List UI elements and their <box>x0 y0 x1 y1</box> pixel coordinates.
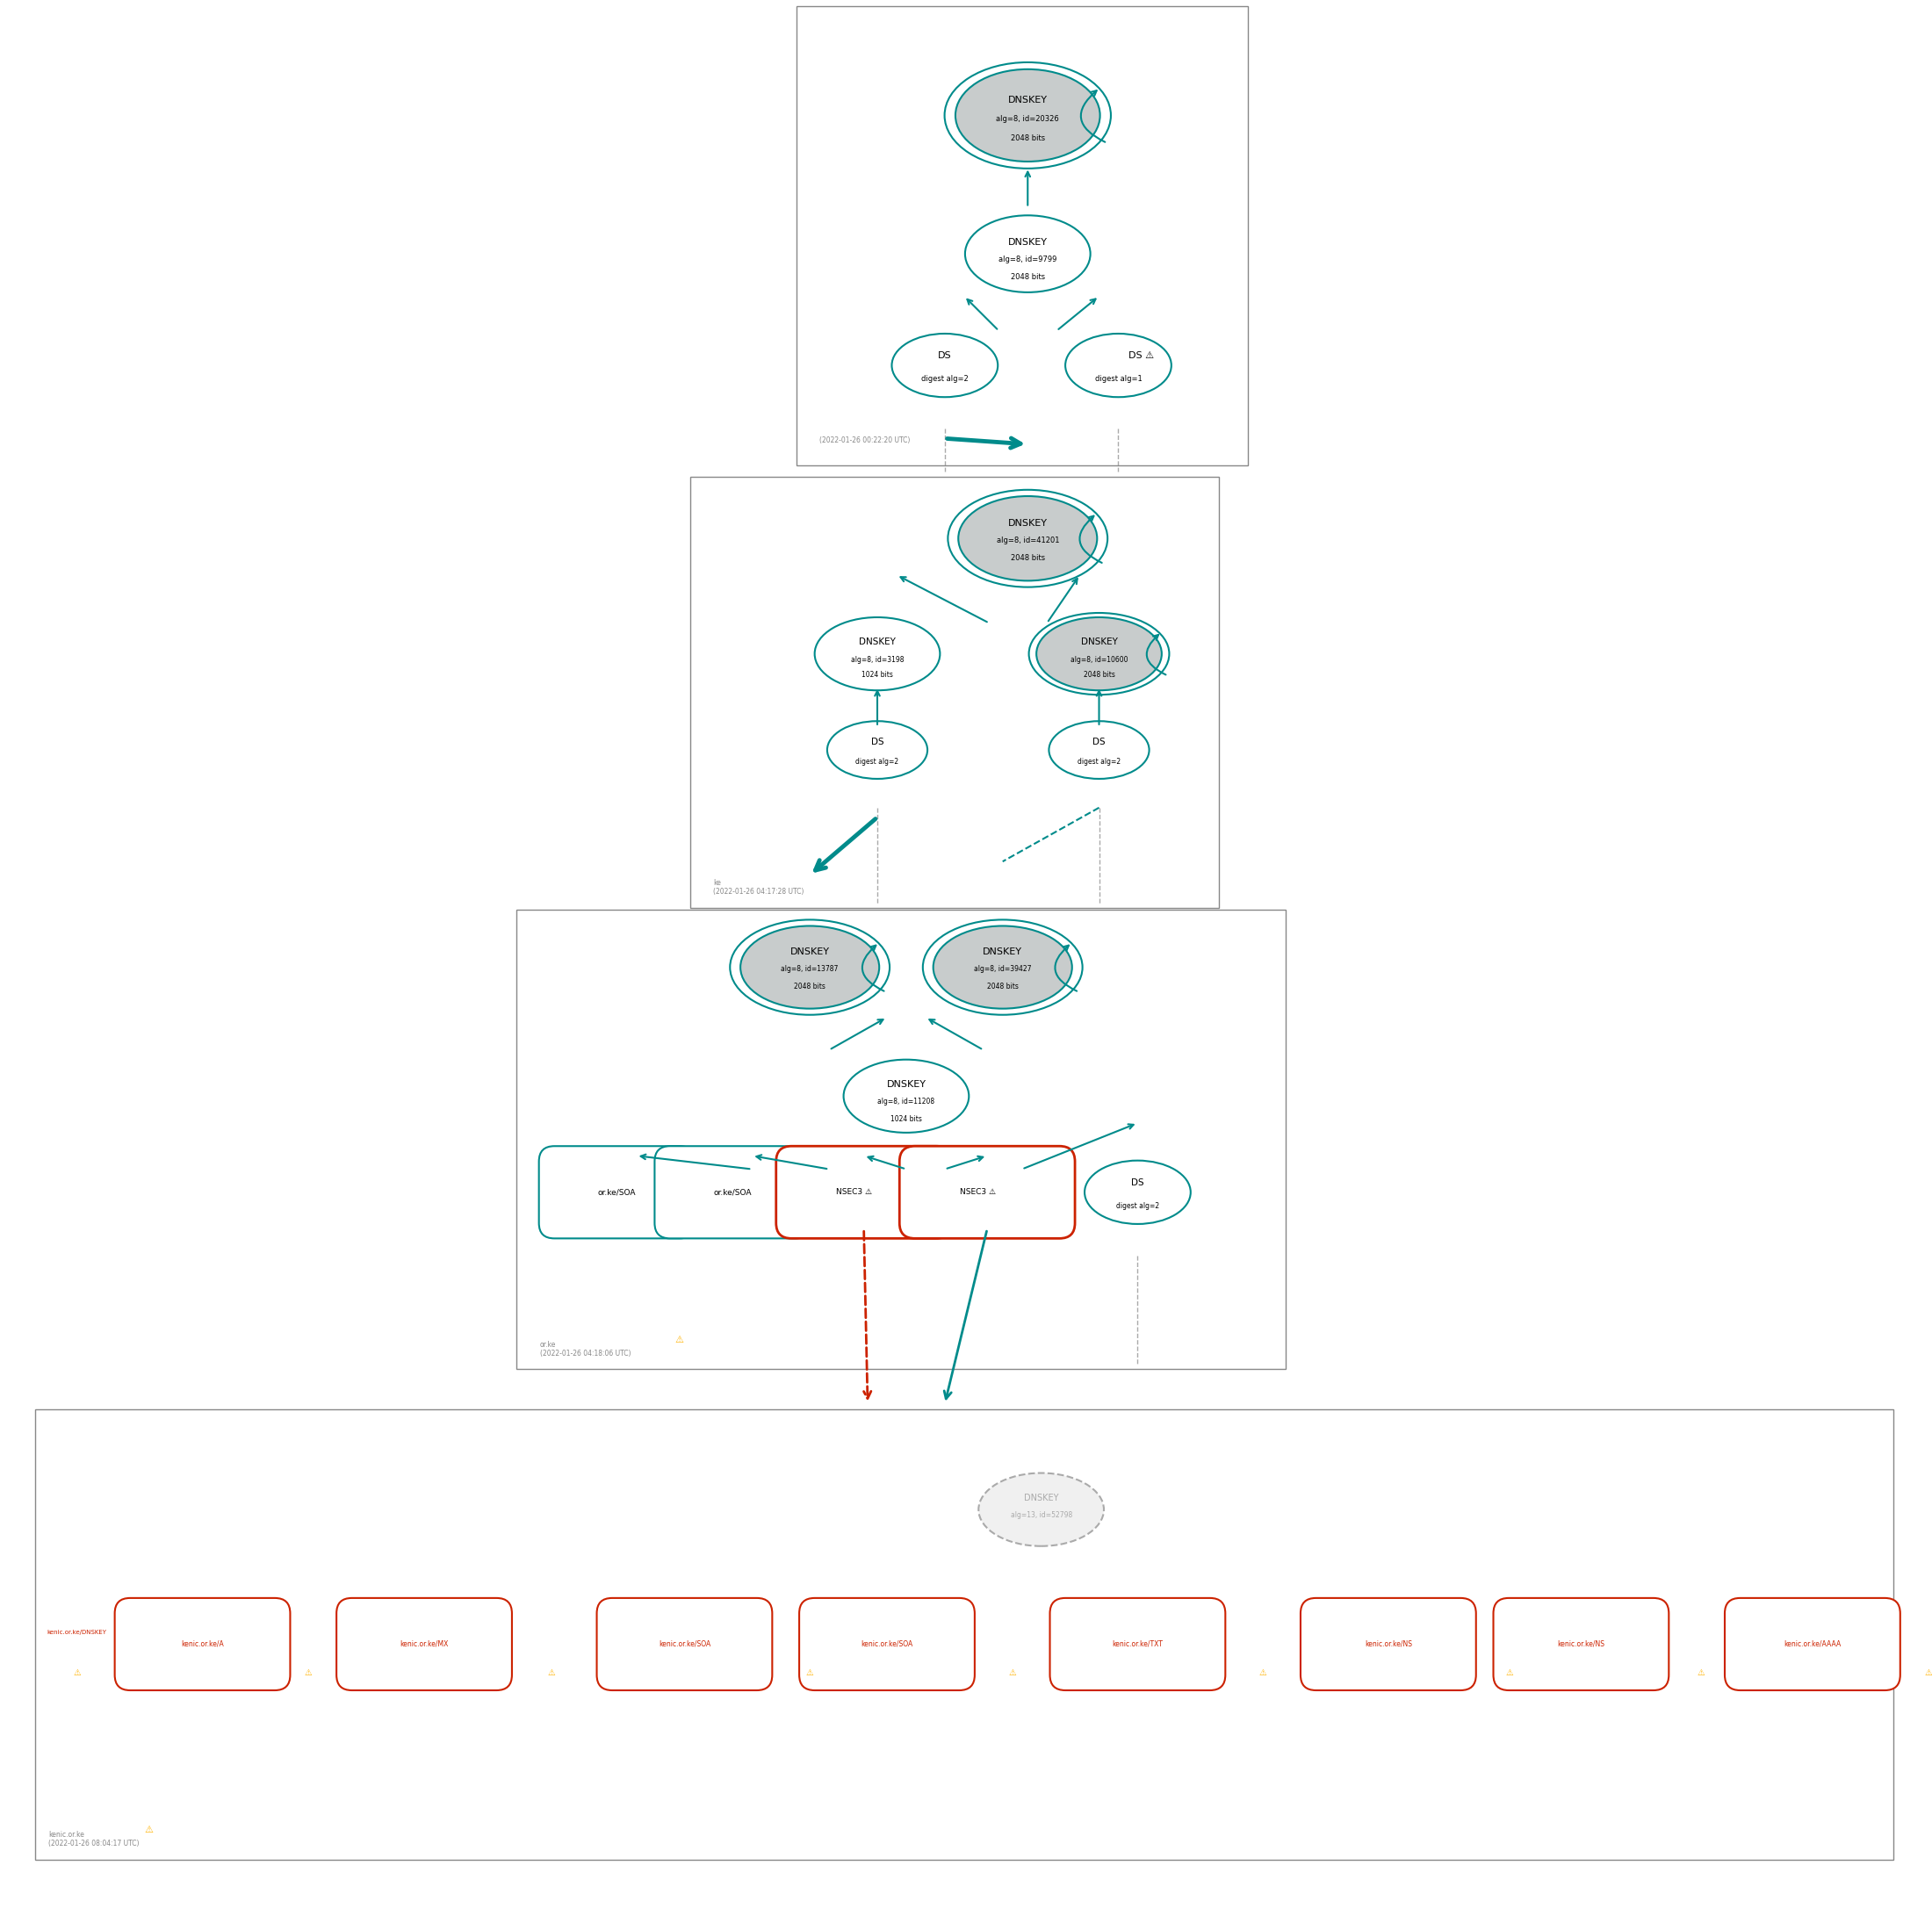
Text: DNSKEY: DNSKEY <box>1024 1494 1059 1502</box>
Ellipse shape <box>933 927 1072 1010</box>
Text: DNSKEY: DNSKEY <box>1080 638 1117 646</box>
Ellipse shape <box>978 1473 1103 1546</box>
Text: alg=8, id=3198: alg=8, id=3198 <box>850 656 904 663</box>
Text: DNSKEY: DNSKEY <box>860 638 896 646</box>
Text: ⚠: ⚠ <box>1009 1669 1016 1677</box>
Text: ⚠: ⚠ <box>1696 1669 1704 1677</box>
Text: kenic.or.ke/SOA: kenic.or.ke/SOA <box>862 1640 914 1648</box>
FancyBboxPatch shape <box>1300 1598 1476 1690</box>
Text: ke
(2022-01-26 04:17:28 UTC): ke (2022-01-26 04:17:28 UTC) <box>713 879 804 896</box>
Text: 2048 bits: 2048 bits <box>1010 135 1045 142</box>
Text: 2048 bits: 2048 bits <box>1010 273 1045 281</box>
Text: ⚠: ⚠ <box>1260 1669 1267 1677</box>
Text: kenic.or.ke/MX: kenic.or.ke/MX <box>400 1640 448 1648</box>
Ellipse shape <box>827 721 927 779</box>
FancyBboxPatch shape <box>597 1598 773 1690</box>
FancyBboxPatch shape <box>1725 1598 1901 1690</box>
Text: alg=8, id=20326: alg=8, id=20326 <box>997 115 1059 123</box>
Text: alg=8, id=41201: alg=8, id=41201 <box>997 537 1059 544</box>
Text: NSEC3 ⚠: NSEC3 ⚠ <box>837 1188 871 1196</box>
Text: ⚠: ⚠ <box>73 1669 81 1677</box>
Text: NSEC3 ⚠: NSEC3 ⚠ <box>960 1188 995 1196</box>
FancyBboxPatch shape <box>800 1598 974 1690</box>
Text: alg=8, id=11208: alg=8, id=11208 <box>877 1098 935 1106</box>
Ellipse shape <box>844 1060 970 1133</box>
Text: DNSKEY: DNSKEY <box>790 948 829 956</box>
Ellipse shape <box>1084 1161 1190 1225</box>
Text: ⚠: ⚠ <box>547 1669 554 1677</box>
FancyBboxPatch shape <box>539 1146 696 1238</box>
Text: (2022-01-26 00:22:20 UTC): (2022-01-26 00:22:20 UTC) <box>819 437 910 444</box>
Ellipse shape <box>740 927 879 1010</box>
Text: or.ke/SOA: or.ke/SOA <box>713 1188 752 1196</box>
Text: kenic.or.ke/NS: kenic.or.ke/NS <box>1557 1640 1605 1648</box>
Ellipse shape <box>893 335 997 398</box>
Text: DS: DS <box>937 352 952 360</box>
Text: or.ke
(2022-01-26 04:18:06 UTC): or.ke (2022-01-26 04:18:06 UTC) <box>539 1340 630 1358</box>
Text: DNSKEY: DNSKEY <box>1009 238 1047 246</box>
Text: ⚠: ⚠ <box>674 1335 684 1344</box>
Text: kenic.or.ke/A: kenic.or.ke/A <box>182 1640 224 1648</box>
FancyBboxPatch shape <box>900 1146 1074 1238</box>
Text: digest alg=2: digest alg=2 <box>922 375 968 383</box>
Ellipse shape <box>1036 617 1161 690</box>
Text: alg=13, id=52798: alg=13, id=52798 <box>1010 1511 1072 1519</box>
Text: alg=8, id=39427: alg=8, id=39427 <box>974 965 1032 973</box>
Text: DS: DS <box>871 738 883 746</box>
Text: 1024 bits: 1024 bits <box>862 671 893 679</box>
Text: kenic.or.ke/AAAA: kenic.or.ke/AAAA <box>1783 1640 1841 1648</box>
Text: DNSKEY: DNSKEY <box>1009 96 1047 104</box>
Text: kenic.or.ke/TXT: kenic.or.ke/TXT <box>1113 1640 1163 1648</box>
Text: 2048 bits: 2048 bits <box>987 983 1018 990</box>
Text: DS: DS <box>1132 1179 1144 1186</box>
FancyBboxPatch shape <box>1493 1598 1669 1690</box>
Text: kenic.or.ke/NS: kenic.or.ke/NS <box>1364 1640 1412 1648</box>
Text: ⚠: ⚠ <box>1924 1669 1932 1677</box>
Text: 2048 bits: 2048 bits <box>1084 671 1115 679</box>
Text: DNSKEY: DNSKEY <box>1009 519 1047 527</box>
Text: or.ke/SOA: or.ke/SOA <box>597 1188 636 1196</box>
Ellipse shape <box>958 496 1097 581</box>
Text: 2048 bits: 2048 bits <box>794 983 825 990</box>
Text: DS: DS <box>1094 738 1105 746</box>
Text: ⚠: ⚠ <box>145 1825 153 1835</box>
Ellipse shape <box>1065 335 1171 398</box>
Text: ⚠: ⚠ <box>305 1669 313 1677</box>
FancyBboxPatch shape <box>336 1598 512 1690</box>
Text: 2048 bits: 2048 bits <box>1010 554 1045 562</box>
Text: DS ⚠: DS ⚠ <box>1128 352 1153 360</box>
Text: alg=8, id=10600: alg=8, id=10600 <box>1070 656 1128 663</box>
Text: kenic.or.ke/SOA: kenic.or.ke/SOA <box>659 1640 711 1648</box>
Ellipse shape <box>966 215 1090 292</box>
Text: kenic.or.ke
(2022-01-26 08:04:17 UTC): kenic.or.ke (2022-01-26 08:04:17 UTC) <box>48 1831 139 1848</box>
Text: alg=8, id=9799: alg=8, id=9799 <box>999 256 1057 263</box>
Text: ⚠: ⚠ <box>806 1669 813 1677</box>
Text: DNSKEY: DNSKEY <box>887 1081 925 1088</box>
FancyBboxPatch shape <box>655 1146 811 1238</box>
Text: 1024 bits: 1024 bits <box>891 1115 922 1123</box>
Text: digest alg=2: digest alg=2 <box>1078 758 1121 765</box>
Ellipse shape <box>815 617 941 690</box>
FancyBboxPatch shape <box>1049 1598 1225 1690</box>
Text: digest alg=2: digest alg=2 <box>856 758 898 765</box>
FancyBboxPatch shape <box>114 1598 290 1690</box>
Text: DNSKEY: DNSKEY <box>983 948 1022 956</box>
Text: alg=8, id=13787: alg=8, id=13787 <box>781 965 838 973</box>
Text: digest alg=2: digest alg=2 <box>1117 1202 1159 1210</box>
Ellipse shape <box>1049 721 1150 779</box>
Text: ⚠: ⚠ <box>1505 1669 1513 1677</box>
FancyBboxPatch shape <box>777 1146 952 1238</box>
Ellipse shape <box>956 69 1099 162</box>
Text: kenic.or.ke/DNSKEY: kenic.or.ke/DNSKEY <box>46 1631 106 1635</box>
Text: digest alg=1: digest alg=1 <box>1095 375 1142 383</box>
